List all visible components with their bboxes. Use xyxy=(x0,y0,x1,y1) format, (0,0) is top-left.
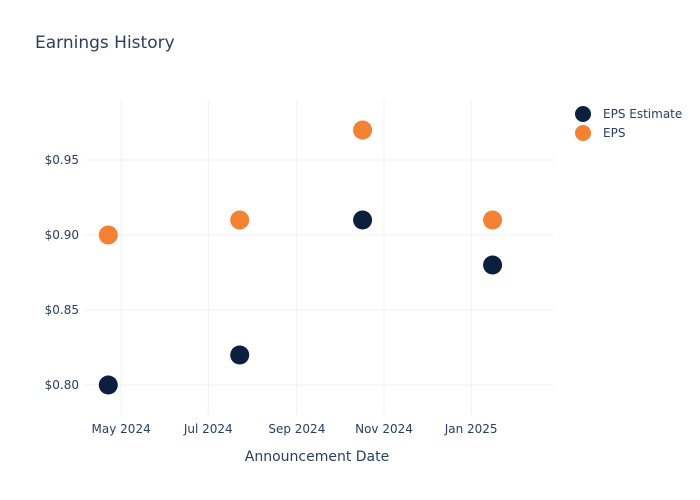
eps-point xyxy=(230,210,250,230)
x-tick-label: May 2024 xyxy=(92,422,151,436)
eps-estimate-point xyxy=(230,345,250,365)
eps-point xyxy=(98,225,118,245)
legend-label-eps-estimate: EPS Estimate xyxy=(603,107,682,121)
data-points xyxy=(98,120,503,395)
legend-marker-eps xyxy=(575,125,591,141)
chart-title: Earnings History xyxy=(35,33,175,53)
grid-layer xyxy=(84,100,554,415)
x-tick-label: Jan 2025 xyxy=(444,422,498,436)
eps-point xyxy=(353,120,373,140)
x-tick-label: Sep 2024 xyxy=(268,422,325,436)
eps-estimate-point xyxy=(483,255,503,275)
y-axis-ticks: $0.80 $0.85 $0.90 $0.95 xyxy=(45,153,79,392)
x-tick-label: Jul 2024 xyxy=(183,422,233,436)
x-axis-ticks: May 2024 Jul 2024 Sep 2024 Nov 2024 Jan 2025 xyxy=(92,422,498,436)
legend[interactable]: EPS Estimate EPS xyxy=(575,106,682,141)
x-tick-label: Nov 2024 xyxy=(355,422,413,436)
legend-label-eps: EPS xyxy=(603,126,625,140)
x-axis-title: Announcement Date xyxy=(245,449,389,465)
eps-estimate-point xyxy=(98,375,118,395)
legend-marker-eps-estimate xyxy=(575,106,591,122)
eps-point xyxy=(483,210,503,230)
y-tick-label: $0.85 xyxy=(45,303,79,317)
y-tick-label: $0.90 xyxy=(45,228,79,242)
y-tick-label: $0.95 xyxy=(45,153,79,167)
y-tick-label: $0.80 xyxy=(45,378,79,392)
eps-estimate-point xyxy=(353,210,373,230)
